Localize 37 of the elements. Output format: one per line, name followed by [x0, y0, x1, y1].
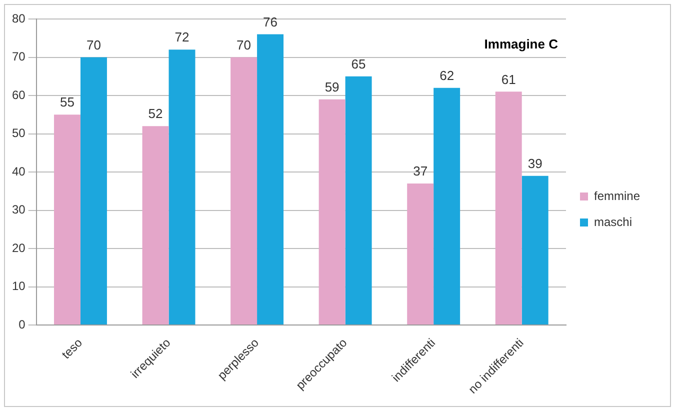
bar	[495, 92, 522, 325]
data-label: 70	[86, 37, 101, 52]
data-label: 72	[174, 30, 190, 45]
bar	[54, 114, 80, 325]
bar	[257, 34, 284, 325]
y-tick-label: 20	[12, 240, 26, 255]
legend-label: maschi	[594, 214, 632, 229]
bar	[345, 76, 372, 325]
y-tick-label: 30	[12, 202, 26, 217]
data-label: 59	[324, 79, 340, 94]
bar	[168, 50, 196, 325]
y-tick-label: 80	[12, 11, 26, 26]
data-label: 52	[148, 106, 163, 122]
y-tick-label: 10	[12, 279, 26, 294]
text: Immagine C	[484, 36, 559, 52]
bar	[80, 57, 107, 325]
y-tick-label: 70	[12, 50, 26, 64]
y-tick-label: 60	[12, 88, 26, 102]
y-tick-label: 40	[12, 164, 26, 178]
bar	[522, 176, 548, 325]
y-tick-label: 0	[18, 317, 26, 332]
bar	[318, 99, 346, 325]
data-label: 37	[413, 164, 428, 179]
data-label: 61	[501, 72, 516, 87]
data-label: 70	[236, 37, 252, 52]
x-tick-label: teso	[59, 335, 86, 362]
data-label: 76	[263, 14, 278, 30]
bar	[230, 57, 258, 325]
data-label: 55	[60, 94, 74, 110]
bar	[434, 88, 460, 325]
legend-label: femmine	[594, 188, 640, 203]
y-tick-label: 50	[12, 126, 26, 140]
data-label: 39	[528, 156, 542, 171]
bar	[407, 183, 434, 325]
data-label: 62	[440, 68, 454, 83]
bar	[142, 126, 169, 325]
data-label: 65	[351, 56, 366, 72]
